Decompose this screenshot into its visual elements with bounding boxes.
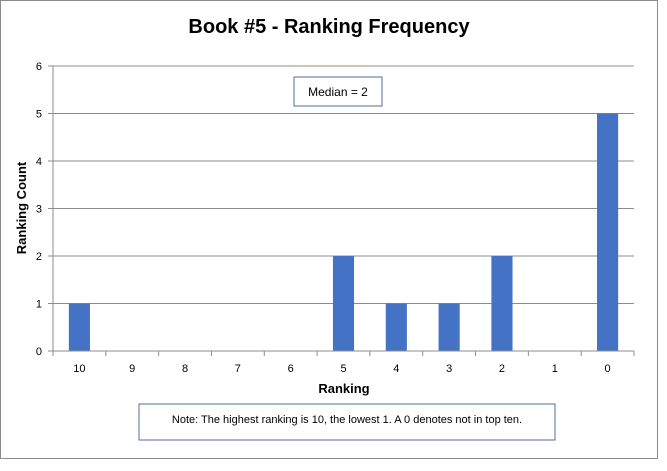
bar-5: [332, 256, 355, 351]
x-axis-label: Ranking: [318, 381, 369, 396]
bars: [68, 113, 619, 351]
y-tick-label: 0: [36, 346, 42, 358]
x-tick-labels: 10 9 8 7 6 5 4 3 2 1 0: [52, 351, 635, 375]
y-tick-label: 1: [36, 299, 42, 311]
x-tick-label: 8: [182, 363, 188, 375]
y-axis-label: Ranking Count: [14, 161, 29, 254]
chart-title: Book #5 - Ranking Frequency: [188, 16, 470, 38]
x-tick-label: 6: [288, 363, 294, 375]
gridlines: [53, 65, 634, 304]
median-annotation: Median = 2: [293, 76, 383, 107]
note-text: Note: The highest ranking is 10, the low…: [172, 414, 522, 426]
bar-4: [385, 303, 407, 351]
x-tick-label: 2: [499, 363, 505, 375]
y-tick-label: 5: [36, 109, 42, 121]
y-tick-label: 4: [36, 156, 42, 168]
x-tick-label: 3: [446, 363, 452, 375]
bar-2: [491, 256, 513, 351]
bar-10: [68, 303, 90, 351]
bar-0: [597, 113, 619, 351]
y-tick-label: 2: [36, 251, 42, 263]
x-tick-label: 9: [129, 363, 135, 375]
x-tick-label: 10: [73, 363, 85, 375]
median-text: Median = 2: [308, 85, 368, 99]
x-tick-label: 7: [235, 363, 241, 375]
x-tick-label: 0: [605, 363, 611, 375]
x-tick-label: 1: [552, 363, 558, 375]
y-tick-label: 6: [36, 61, 42, 73]
y-tick-labels: 0 1 2 3 4 5 6: [36, 61, 53, 358]
x-tick-label: 5: [340, 363, 346, 375]
bar-3: [438, 303, 460, 351]
note-box: [138, 403, 556, 441]
y-tick-label: 3: [36, 204, 42, 216]
x-tick-label: 4: [393, 363, 399, 375]
median-box: [293, 76, 383, 107]
note-annotation: Note: The highest ranking is 10, the low…: [138, 403, 556, 441]
